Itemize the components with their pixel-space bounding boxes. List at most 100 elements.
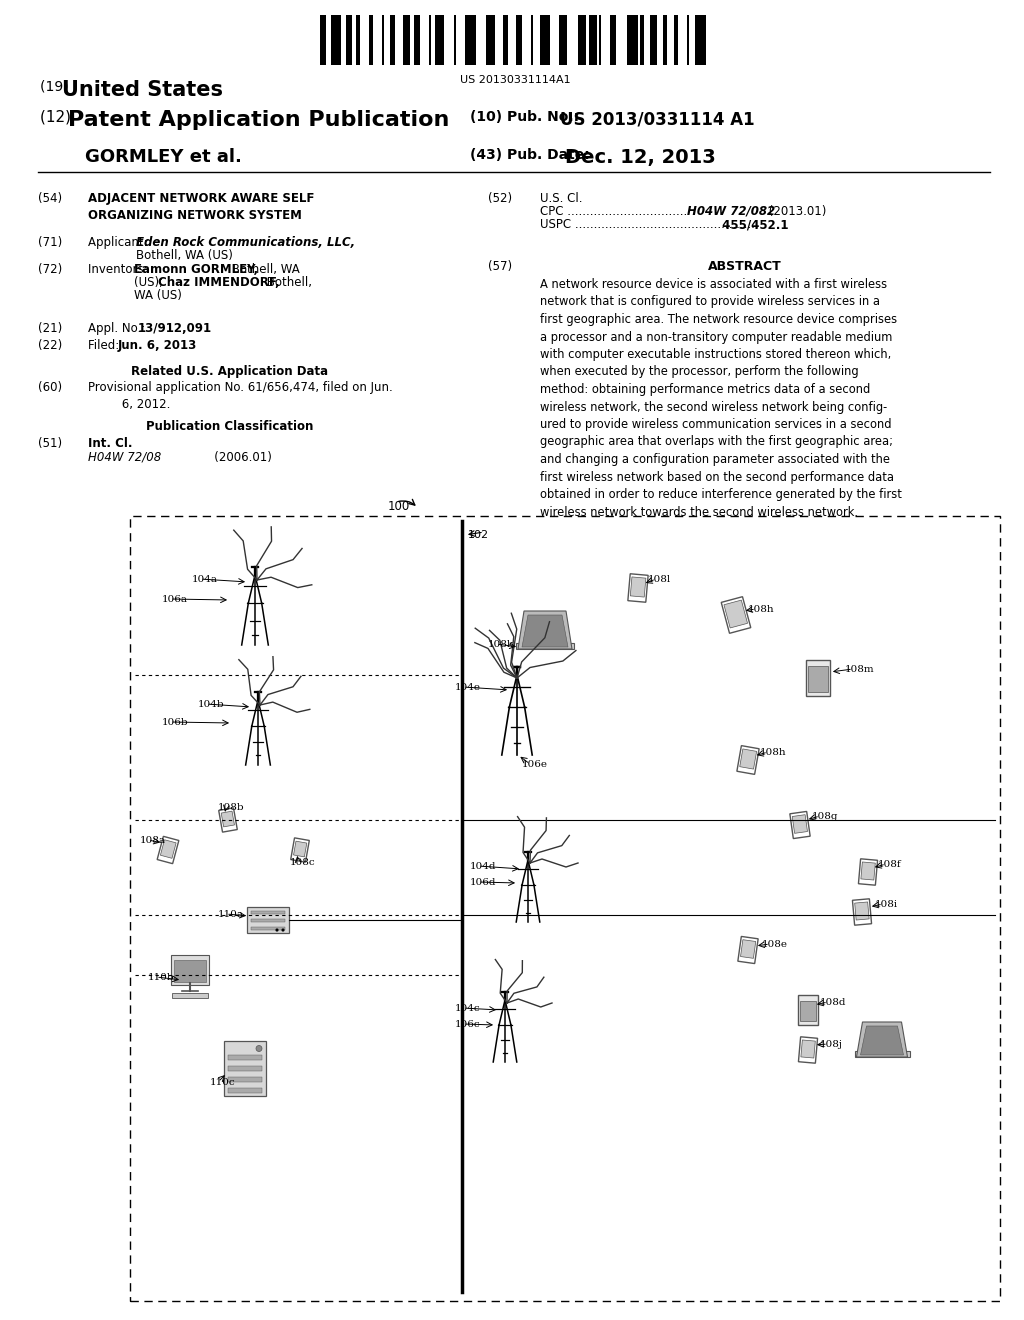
- Polygon shape: [793, 814, 808, 833]
- Text: 108i: 108i: [874, 900, 898, 909]
- Text: CPC ................................: CPC ................................: [540, 205, 687, 218]
- Bar: [130, 516, 1000, 1302]
- Bar: [531, 15, 534, 65]
- Circle shape: [275, 928, 279, 932]
- Polygon shape: [861, 862, 876, 880]
- Text: Publication Classification: Publication Classification: [146, 420, 313, 433]
- Polygon shape: [291, 838, 309, 862]
- Text: Filed:: Filed:: [88, 339, 123, 352]
- Bar: [650, 15, 656, 65]
- Text: Related U.S. Application Data: Related U.S. Application Data: [131, 366, 329, 378]
- Polygon shape: [740, 940, 756, 958]
- Text: GORMLEY et al.: GORMLEY et al.: [85, 148, 242, 166]
- Text: (60): (60): [38, 381, 62, 393]
- Polygon shape: [522, 615, 568, 647]
- Bar: [516, 15, 522, 65]
- Text: USPC .................................................: USPC ...................................…: [540, 218, 759, 231]
- Bar: [640, 15, 644, 65]
- Text: ADJACENT NETWORK AWARE SELF
ORGANIZING NETWORK SYSTEM: ADJACENT NETWORK AWARE SELF ORGANIZING N…: [88, 191, 314, 222]
- Bar: [664, 15, 668, 65]
- Text: H04W 72/08: H04W 72/08: [88, 451, 161, 465]
- Bar: [674, 15, 678, 65]
- Polygon shape: [852, 899, 871, 925]
- Bar: [686, 15, 689, 65]
- Text: 106d: 106d: [470, 878, 497, 887]
- Text: 110a: 110a: [218, 909, 244, 919]
- Polygon shape: [860, 1026, 903, 1055]
- Bar: [345, 15, 352, 65]
- Bar: [559, 15, 567, 65]
- Text: 110c: 110c: [210, 1078, 236, 1086]
- Text: 108a: 108a: [140, 836, 166, 845]
- Text: Inventors:: Inventors:: [88, 263, 152, 276]
- Text: (54): (54): [38, 191, 62, 205]
- Text: 104a: 104a: [193, 576, 218, 583]
- Bar: [356, 15, 360, 65]
- Text: 104d: 104d: [470, 862, 497, 871]
- Polygon shape: [631, 577, 646, 597]
- Polygon shape: [518, 611, 572, 649]
- Text: 104e: 104e: [455, 682, 481, 692]
- Bar: [228, 1055, 262, 1060]
- Text: (43) Pub. Date:: (43) Pub. Date:: [470, 148, 590, 162]
- Text: Provisional application No. 61/656,474, filed on Jun.
         6, 2012.: Provisional application No. 61/656,474, …: [88, 381, 393, 411]
- Text: (52): (52): [488, 191, 512, 205]
- Text: 108c: 108c: [290, 858, 315, 867]
- Bar: [516, 643, 574, 649]
- Text: 108f: 108f: [878, 861, 901, 869]
- Text: 100: 100: [388, 500, 411, 513]
- Text: (51): (51): [38, 437, 62, 450]
- Bar: [369, 15, 374, 65]
- Bar: [403, 15, 410, 65]
- Text: Patent Application Publication: Patent Application Publication: [68, 110, 450, 129]
- Bar: [228, 1088, 262, 1093]
- Text: 108d: 108d: [820, 998, 847, 1007]
- Bar: [800, 1001, 816, 1020]
- Circle shape: [256, 1045, 262, 1052]
- Text: 13/912,091: 13/912,091: [138, 322, 212, 335]
- Bar: [695, 15, 706, 65]
- Text: (57): (57): [488, 260, 512, 273]
- Bar: [599, 15, 601, 65]
- Text: 108g: 108g: [812, 812, 839, 821]
- Bar: [465, 15, 475, 65]
- Text: Eden Rock Communications, LLC,: Eden Rock Communications, LLC,: [136, 236, 355, 249]
- Text: United States: United States: [62, 81, 223, 100]
- Bar: [414, 15, 420, 65]
- Text: (72): (72): [38, 263, 62, 276]
- Polygon shape: [790, 812, 810, 838]
- Text: 106e: 106e: [522, 760, 548, 770]
- Polygon shape: [737, 746, 759, 775]
- Bar: [540, 15, 550, 65]
- Text: Bothell, WA: Bothell, WA: [228, 263, 300, 276]
- Text: (22): (22): [38, 339, 62, 352]
- Bar: [798, 995, 818, 1026]
- Text: 102: 102: [468, 531, 489, 540]
- Bar: [228, 1077, 262, 1081]
- Bar: [251, 919, 285, 921]
- Bar: [610, 15, 616, 65]
- Text: (2006.01): (2006.01): [173, 451, 272, 465]
- Text: Bothell,: Bothell,: [263, 276, 312, 289]
- Bar: [390, 15, 394, 65]
- Text: 104b: 104b: [198, 700, 224, 709]
- Polygon shape: [628, 574, 648, 602]
- Text: WA (US): WA (US): [134, 289, 182, 302]
- Text: (2013.01): (2013.01): [765, 205, 826, 218]
- Bar: [174, 960, 206, 982]
- Bar: [435, 15, 443, 65]
- Text: (12): (12): [40, 110, 76, 125]
- Text: Bothell, WA (US): Bothell, WA (US): [136, 249, 232, 261]
- Bar: [589, 15, 597, 65]
- Bar: [319, 15, 327, 65]
- Polygon shape: [801, 1040, 815, 1059]
- Bar: [247, 907, 289, 933]
- Polygon shape: [724, 601, 748, 628]
- Text: 108h: 108h: [748, 605, 774, 614]
- Bar: [455, 15, 457, 65]
- Polygon shape: [161, 840, 176, 858]
- Text: 108b: 108b: [218, 803, 245, 812]
- Circle shape: [282, 928, 285, 932]
- Polygon shape: [799, 1036, 817, 1063]
- Text: Dec. 12, 2013: Dec. 12, 2013: [565, 148, 716, 168]
